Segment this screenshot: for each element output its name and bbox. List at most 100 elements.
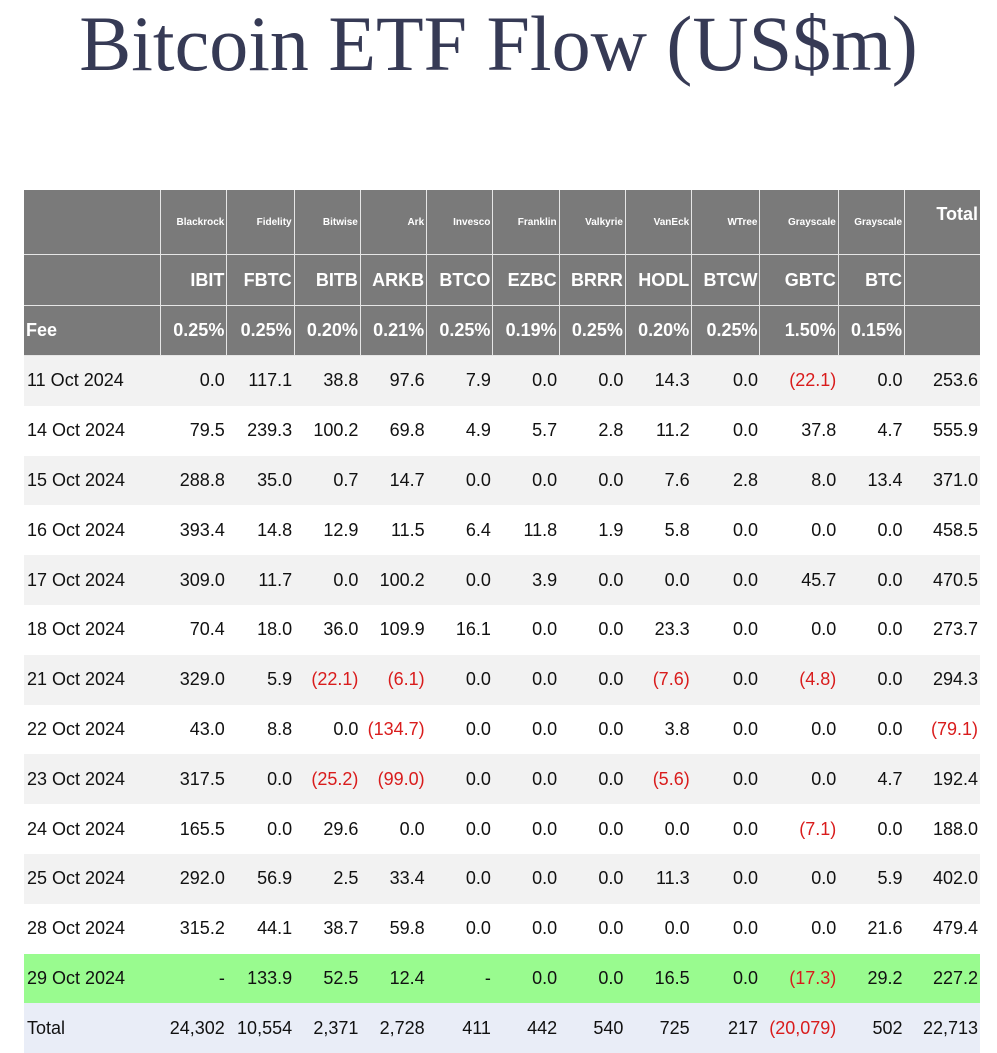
fee-cell: 0.25% bbox=[559, 306, 625, 356]
flow-cell: 0.0 bbox=[760, 505, 838, 555]
page-title: Bitcoin ETF Flow (US$m) bbox=[0, 0, 997, 94]
flow-cell: 0.0 bbox=[294, 705, 360, 755]
flow-cell: 0.0 bbox=[427, 854, 493, 904]
flow-cell: 0.0 bbox=[559, 954, 625, 1004]
flow-cell: 0.0 bbox=[760, 754, 838, 804]
date-cell: 15 Oct 2024 bbox=[24, 456, 161, 506]
flow-cell: 0.0 bbox=[692, 505, 760, 555]
row-total-cell: 371.0 bbox=[905, 456, 980, 506]
date-cell: 14 Oct 2024 bbox=[24, 406, 161, 456]
ticker-header: EZBC bbox=[493, 255, 559, 306]
flow-cell: 14.8 bbox=[227, 505, 294, 555]
flow-cell: 5.9 bbox=[227, 655, 294, 705]
flow-cell: 0.0 bbox=[692, 605, 760, 655]
date-cell: 23 Oct 2024 bbox=[24, 754, 161, 804]
flow-cell: 0.0 bbox=[559, 705, 625, 755]
flow-cell: 725 bbox=[625, 1003, 691, 1053]
flow-cell: 14.7 bbox=[360, 456, 426, 506]
row-total-cell: 479.4 bbox=[905, 904, 980, 954]
flow-cell: 11.5 bbox=[360, 505, 426, 555]
flow-cell: 0.0 bbox=[838, 505, 904, 555]
provider-header: Bitwise bbox=[294, 190, 360, 255]
flow-cell: 16.5 bbox=[625, 954, 691, 1004]
flow-cell: 540 bbox=[559, 1003, 625, 1053]
row-total-cell: 192.4 bbox=[905, 754, 980, 804]
flow-cell: 0.0 bbox=[692, 904, 760, 954]
fee-cell: 0.25% bbox=[692, 306, 760, 356]
ticker-header: ARKB bbox=[360, 255, 426, 306]
flow-cell: 38.7 bbox=[294, 904, 360, 954]
flow-cell: 393.4 bbox=[161, 505, 227, 555]
flow-cell: 239.3 bbox=[227, 406, 294, 456]
flow-cell: 329.0 bbox=[161, 655, 227, 705]
flow-cell: 29.6 bbox=[294, 804, 360, 854]
flow-cell: 0.0 bbox=[692, 954, 760, 1004]
ticker-header: BITB bbox=[294, 255, 360, 306]
fee-cell: 0.21% bbox=[360, 306, 426, 356]
date-cell: 28 Oct 2024 bbox=[24, 904, 161, 954]
flow-cell: 14.3 bbox=[625, 356, 691, 406]
flow-cell: 0.0 bbox=[493, 356, 559, 406]
flow-cell: 23.3 bbox=[625, 605, 691, 655]
flow-cell: 0.0 bbox=[161, 356, 227, 406]
fee-cell: 0.25% bbox=[427, 306, 493, 356]
flow-cell: 0.0 bbox=[838, 605, 904, 655]
row-total-cell: (79.1) bbox=[905, 705, 980, 755]
date-cell: 16 Oct 2024 bbox=[24, 505, 161, 555]
provider-header: Blackrock bbox=[161, 190, 227, 255]
flow-cell: 29.2 bbox=[838, 954, 904, 1004]
fee-cell: 0.20% bbox=[625, 306, 691, 356]
flow-cell: 44.1 bbox=[227, 904, 294, 954]
fee-cell: 0.25% bbox=[227, 306, 294, 356]
flow-cell: (22.1) bbox=[760, 356, 838, 406]
flow-cell: 0.0 bbox=[692, 555, 760, 605]
flow-cell: 97.6 bbox=[360, 356, 426, 406]
flow-cell: 117.1 bbox=[227, 356, 294, 406]
flow-cell: 7.6 bbox=[625, 456, 691, 506]
provider-header: Invesco bbox=[427, 190, 493, 255]
flow-cell: 11.3 bbox=[625, 854, 691, 904]
flow-cell: 6.4 bbox=[427, 505, 493, 555]
flow-cell: 0.0 bbox=[838, 555, 904, 605]
flow-cell: 0.0 bbox=[559, 754, 625, 804]
flow-cell: 0.0 bbox=[493, 605, 559, 655]
flow-cell: 292.0 bbox=[161, 854, 227, 904]
flow-cell: 0.0 bbox=[493, 904, 559, 954]
fee-cell: 0.25% bbox=[161, 306, 227, 356]
flow-cell: 0.0 bbox=[294, 555, 360, 605]
date-cell: 24 Oct 2024 bbox=[24, 804, 161, 854]
fee-cell: 0.19% bbox=[493, 306, 559, 356]
provider-header: WTree bbox=[692, 190, 760, 255]
flow-cell: 315.2 bbox=[161, 904, 227, 954]
flow-cell: (4.8) bbox=[760, 655, 838, 705]
total-column-blank bbox=[905, 255, 980, 306]
flow-cell: 3.9 bbox=[493, 555, 559, 605]
flow-cell: 411 bbox=[427, 1003, 493, 1053]
row-total-cell: 555.9 bbox=[905, 406, 980, 456]
flow-cell: 288.8 bbox=[161, 456, 227, 506]
ticker-header: IBIT bbox=[161, 255, 227, 306]
flow-cell: 37.8 bbox=[760, 406, 838, 456]
flow-cell: 0.0 bbox=[692, 754, 760, 804]
flow-cell: 2,371 bbox=[294, 1003, 360, 1053]
flow-cell: 0.0 bbox=[760, 605, 838, 655]
flow-cell: 12.9 bbox=[294, 505, 360, 555]
flow-cell: 4.9 bbox=[427, 406, 493, 456]
flow-cell: (7.6) bbox=[625, 655, 691, 705]
flow-cell: 0.0 bbox=[559, 804, 625, 854]
flow-cell: 0.0 bbox=[427, 456, 493, 506]
flow-cell: 0.0 bbox=[360, 804, 426, 854]
flow-cell: 0.0 bbox=[838, 655, 904, 705]
date-cell: 21 Oct 2024 bbox=[24, 655, 161, 705]
row-total-cell: 273.7 bbox=[905, 605, 980, 655]
flow-cell: 0.0 bbox=[559, 456, 625, 506]
flow-cell: 0.0 bbox=[559, 605, 625, 655]
flow-cell: 0.0 bbox=[493, 854, 559, 904]
